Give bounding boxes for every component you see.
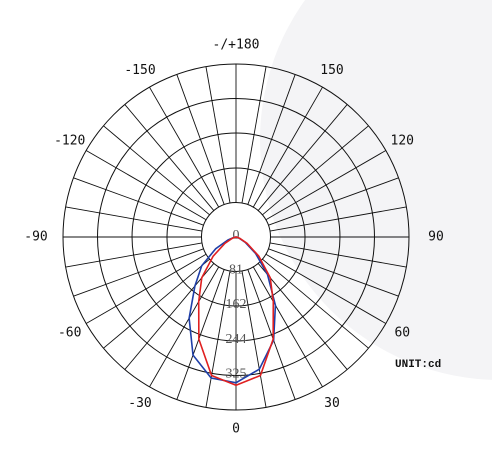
spoke xyxy=(149,266,220,388)
spoke xyxy=(124,263,215,370)
unit-label: UNIT:cd xyxy=(395,359,441,371)
radial-label: 81 xyxy=(229,263,243,278)
spoke xyxy=(73,248,204,297)
spoke xyxy=(103,125,210,216)
radial-label: 162 xyxy=(226,297,247,312)
spoke xyxy=(149,86,220,208)
spoke xyxy=(265,150,387,221)
spoke xyxy=(176,269,225,400)
spoke xyxy=(241,66,267,204)
spoke xyxy=(265,253,387,324)
spoke xyxy=(65,242,203,268)
angle-label: 0 xyxy=(232,422,240,437)
spoke xyxy=(257,104,348,211)
spoke xyxy=(73,177,204,226)
spoke xyxy=(124,104,215,211)
intensity-curve xyxy=(197,236,275,387)
angle-label: -120 xyxy=(54,134,85,149)
spoke xyxy=(269,242,407,268)
spoke xyxy=(176,74,225,205)
radial-label: 244 xyxy=(226,332,247,347)
spoke xyxy=(269,206,407,232)
spoke xyxy=(257,263,348,370)
spoke xyxy=(103,258,210,349)
angle-label: -30 xyxy=(128,396,151,411)
angle-label: 150 xyxy=(320,63,343,78)
spoke xyxy=(268,248,399,297)
spoke xyxy=(262,258,369,349)
spoke xyxy=(205,270,231,408)
spoke xyxy=(268,177,399,226)
angle-label: 30 xyxy=(324,396,340,411)
spoke xyxy=(241,270,267,408)
spoke xyxy=(85,253,207,324)
radial-label: 0 xyxy=(233,228,240,243)
angle-label: 120 xyxy=(391,134,414,149)
spoke xyxy=(85,150,207,221)
angle-label: 60 xyxy=(394,326,410,341)
spoke xyxy=(247,74,296,205)
angle-label: 90 xyxy=(428,230,444,245)
spoke xyxy=(252,266,323,388)
angle-label: -/+180 xyxy=(213,38,260,53)
spoke xyxy=(205,66,231,204)
spoke xyxy=(252,86,323,208)
angle-label: -60 xyxy=(58,326,81,341)
spoke xyxy=(247,269,296,400)
angle-label: -150 xyxy=(124,63,155,78)
spoke xyxy=(262,125,369,216)
spoke xyxy=(65,206,203,232)
radial-label: 325 xyxy=(226,367,247,382)
angle-label: -90 xyxy=(24,230,47,245)
